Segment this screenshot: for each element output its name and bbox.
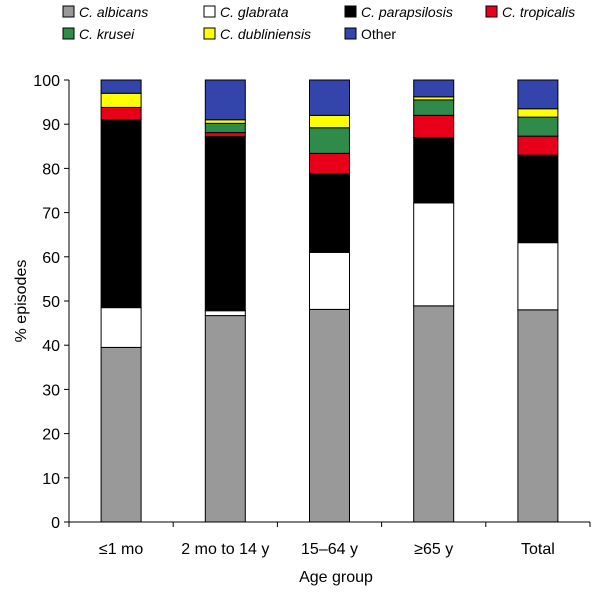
x-tick-label: ≤1 mo: [99, 541, 143, 558]
legend-swatch: [344, 5, 357, 18]
bar-segment: [309, 152, 350, 175]
legend-swatch: [62, 27, 75, 40]
y-tick-label: 50: [42, 294, 60, 311]
y-tick-label: 70: [42, 206, 60, 223]
plot-area: 0 10 20 30 40 50 60 70 80 90 100 ≤1 mo 2 mo to 14 y…: [33, 73, 591, 558]
legend-swatch: [203, 5, 216, 18]
bar-segment: [413, 99, 455, 116]
bar-segment: [413, 114, 455, 138]
y-tick-label: 90: [42, 117, 60, 134]
bar-segment: [517, 242, 559, 311]
legend-label: C. albicans: [79, 4, 148, 20]
legend-label: C. glabrata: [220, 4, 289, 20]
bar-segment: [309, 251, 350, 310]
x-tick-label: 15–64 y: [301, 541, 358, 558]
legend-label: C. tropicalis: [502, 4, 575, 20]
legend-swatch: [485, 5, 498, 18]
bars: [100, 79, 559, 523]
y-axis: 0 10 20 30 40 50 60 70 80 90 100: [33, 73, 70, 532]
y-tick-label: 0: [51, 515, 60, 532]
legend-label: C. parapsilosis: [361, 4, 453, 20]
x-axis: ≤1 mo 2 mo to 14 y 15–64 y ≥65 y Total: [68, 521, 591, 558]
bar-segment: [204, 79, 246, 121]
bar-segment: [517, 108, 559, 118]
y-tick-label: 40: [42, 338, 60, 355]
bar-segment: [413, 202, 455, 307]
y-tick-label: 10: [42, 471, 60, 488]
legend-swatch: [344, 27, 357, 40]
x-tick-label: 2 mo to 14 y: [181, 541, 269, 558]
y-axis-title: % episodes: [13, 260, 30, 343]
bar-segment: [309, 127, 350, 154]
bar-segment: [413, 136, 455, 204]
bar-segment: [100, 307, 142, 348]
bar-segment: [100, 92, 142, 108]
bar-segment: [517, 154, 559, 244]
bar-segment: [100, 106, 142, 121]
bar-segment: [309, 114, 350, 129]
bar-segment: [100, 346, 142, 523]
bar-segment: [204, 132, 246, 138]
x-tick-label: ≥65 y: [414, 541, 453, 558]
bar-segment: [100, 119, 142, 309]
bar-segment: [309, 173, 350, 253]
bar-segment: [517, 309, 559, 523]
legend-label: Other: [361, 26, 396, 42]
bar-segment: [204, 119, 246, 124]
bar-segment: [100, 79, 142, 94]
x-tick-label: Total: [521, 541, 555, 558]
legend-label: C. krusei: [79, 26, 135, 42]
legend: C. albicans C. glabrata C. parapsilosis C. …: [62, 4, 575, 42]
bar-segment: [517, 116, 559, 137]
y-tick-label: 20: [42, 427, 60, 444]
legend-swatch: [62, 5, 75, 18]
bar-segment: [204, 136, 246, 312]
bar-segment: [309, 308, 350, 523]
bar-segment: [413, 305, 455, 523]
bar-segment: [517, 79, 559, 110]
y-tick-label: 80: [42, 161, 60, 178]
bar-segment: [413, 79, 455, 98]
bar-segment: [204, 315, 246, 523]
bar-segment: [309, 79, 350, 116]
legend-swatch: [203, 27, 216, 40]
bar-segment: [517, 135, 559, 156]
x-axis-title: Age group: [299, 569, 373, 586]
legend-label: C. dubliniensis: [220, 26, 311, 42]
bar-segment: [204, 122, 246, 134]
y-tick-label: 60: [42, 250, 60, 267]
bar-segment: [204, 310, 246, 317]
y-tick-label: 100: [33, 73, 60, 90]
y-tick-label: 30: [42, 382, 60, 399]
